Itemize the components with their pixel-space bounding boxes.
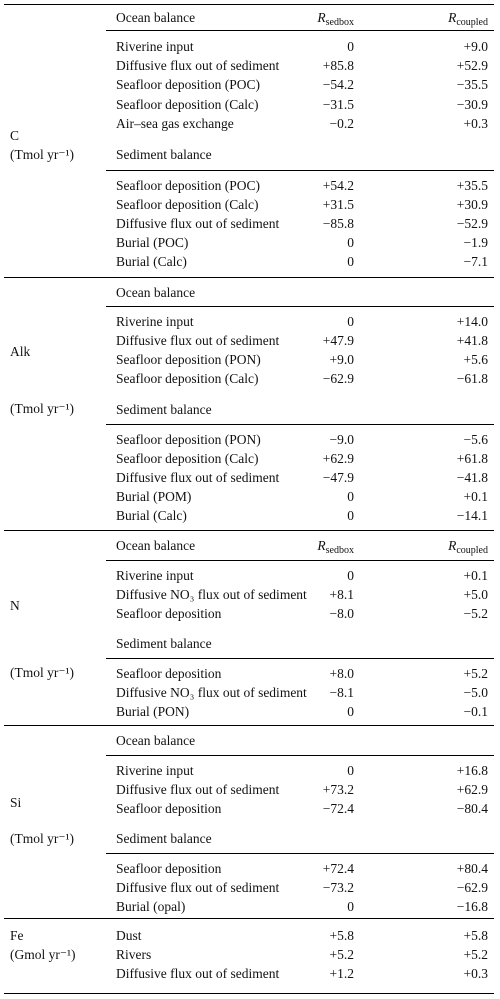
table-row: Air–sea gas exchange −0.2 +0.3 (116, 116, 488, 131)
table-row: Diffusive NO₃ flux out of sediment +8.1 +5… (116, 587, 488, 602)
unit-label: (Tmol yr⁻¹) (10, 401, 75, 416)
ocean-balance-header: Ocean balance (116, 538, 196, 553)
table-row: Dust +5.8 +5.8 (116, 928, 488, 943)
subheader-rule (106, 30, 494, 31)
subheader-rule (106, 306, 494, 307)
table-row: Seafloor deposition (Calc) −31.5 −30.9 (116, 97, 488, 112)
table-row: Seafloor deposition −72.4 −80.4 (116, 801, 488, 816)
table-row: Seafloor deposition (Calc) +31.5 +30.9 (116, 197, 488, 212)
element-label: Alk (10, 344, 31, 359)
table-row: Seafloor deposition +72.4 +80.4 (116, 861, 488, 876)
element-label: N (10, 598, 20, 613)
subheader-rule (106, 853, 494, 854)
table-row: Seafloor deposition (POC) +54.2 +35.5 (116, 178, 488, 193)
table-row: Diffusive NO₃ flux out of sediment −8.1 −5… (116, 685, 488, 700)
section-rule-alk (4, 277, 494, 278)
table-row: Burial (opal) 0 −16.8 (116, 899, 488, 914)
top-rule (4, 4, 494, 5)
table-row: Diffusive flux out of sediment −47.9 −41.8 (116, 470, 488, 485)
table-row: Seafloor deposition (Calc) +62.9 +61.8 (116, 451, 488, 466)
table-row: Burial (Calc) 0 −14.1 (116, 508, 488, 523)
table-row: Diffusive flux out of sediment +1.2 +0.3 (116, 966, 488, 981)
unit-label: (Gmol yr⁻¹) (10, 947, 76, 962)
col-header-coupled: Rcoupled (448, 538, 488, 556)
section-rule-n (4, 530, 494, 531)
table-row: Burial (POC) 0 −1.9 (116, 235, 488, 250)
unit-label: (Tmol yr⁻¹) (10, 665, 75, 680)
subheader-rule (106, 170, 494, 171)
table-row: Diffusive flux out of sediment −73.2 −62.9 (116, 880, 488, 895)
bottom-rule (4, 993, 494, 994)
subheader-rule (106, 755, 494, 756)
table-row: Burial (Calc) 0 −7.1 (116, 254, 488, 269)
table-row: Seafloor deposition (Calc) −62.9 −61.8 (116, 371, 488, 386)
table-row: Diffusive flux out of sediment +73.2 +62.9 (116, 782, 488, 797)
element-label: Si (10, 795, 22, 810)
table-row: Seafloor deposition (PON) −9.0 −5.6 (116, 432, 488, 447)
ocean-balance-header: Ocean balance (116, 10, 196, 25)
table-row: Riverine input 0 +14.0 (116, 314, 488, 329)
sediment-balance-header: Sediment balance (116, 147, 212, 162)
table-row: Riverine input 0 +9.0 (116, 39, 488, 54)
table-row: Diffusive flux out of sediment −85.8 −52.9 (116, 216, 488, 231)
table-row: Seafloor deposition +8.0 +5.2 (116, 666, 488, 681)
subheader-rule (106, 560, 494, 561)
table-row: Burial (POM) 0 +0.1 (116, 489, 488, 504)
subheader-rule (106, 658, 494, 659)
sediment-balance-header: Sediment balance (116, 402, 212, 417)
sediment-balance-header: Sediment balance (116, 831, 212, 846)
section-rule-si (4, 725, 494, 726)
table-row: Diffusive flux out of sediment +85.8 +52.9 (116, 58, 488, 73)
table-row: Seafloor deposition (POC) −54.2 −35.5 (116, 77, 488, 92)
table-row: Rivers +5.2 +5.2 (116, 947, 488, 962)
table-row: Riverine input 0 +0.1 (116, 568, 488, 583)
section-rule-fe (4, 918, 494, 919)
col-header-coupled: Rcoupled (448, 10, 488, 28)
table-row: Seafloor deposition (PON) +9.0 +5.6 (116, 352, 488, 367)
unit-label: (Tmol yr⁻¹) (10, 831, 75, 846)
unit-label: (Tmol yr⁻¹) (10, 147, 75, 162)
subheader-rule (106, 424, 494, 425)
table-row: Seafloor deposition −8.0 −5.2 (116, 606, 488, 621)
col-header-sedbox: Rsedbox (317, 538, 354, 556)
table-row: Riverine input 0 +16.8 (116, 763, 488, 778)
ocean-balance-header: Ocean balance (116, 285, 196, 300)
element-label: Fe (10, 928, 24, 943)
sediment-balance-header: Sediment balance (116, 636, 212, 651)
table-row: Diffusive flux out of sediment +47.9 +41.8 (116, 333, 488, 348)
ocean-balance-header: Ocean balance (116, 733, 196, 748)
table-row: Burial (PON) 0 −0.1 (116, 704, 488, 719)
col-header-sedbox: Rsedbox (317, 10, 354, 28)
element-label: C (10, 128, 20, 143)
